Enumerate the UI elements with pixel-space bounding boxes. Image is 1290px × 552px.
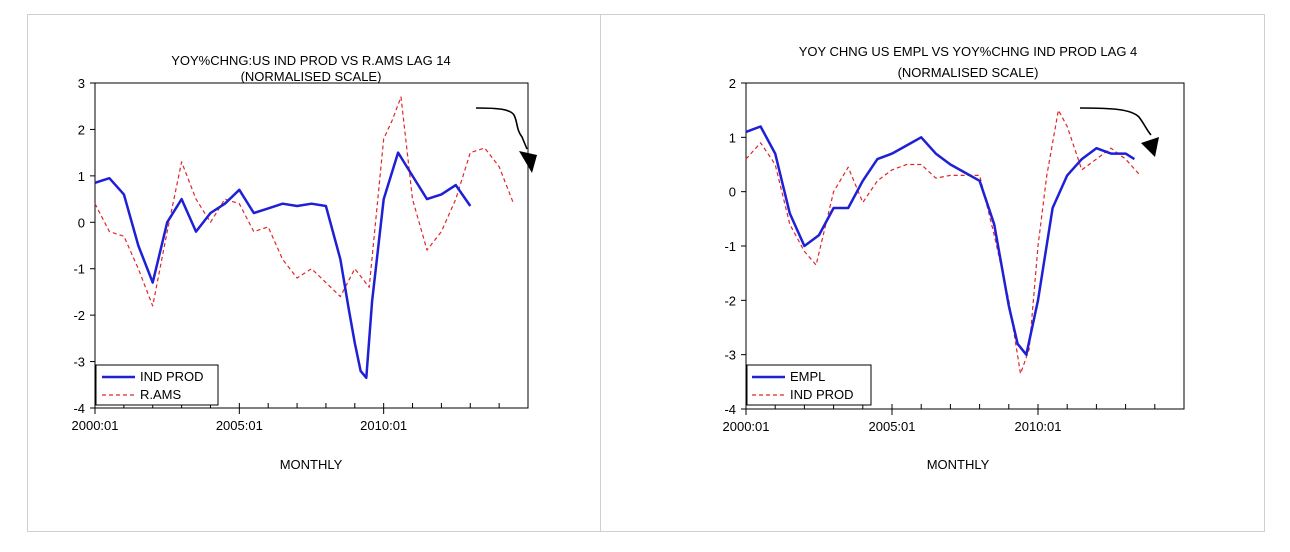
y-tick-label: 3 [78,76,85,91]
legend: IND PROD R.AMS [95,364,219,406]
x-tick-label: 2000:01 [723,419,770,434]
x-tick-label: 2005:01 [216,418,263,433]
legend-box [746,364,872,406]
x-axis-label: MONTHLY [927,457,990,472]
chart-panel-right: YOY CHNG US EMPL VS YOY%CHNG IND PROD LA… [601,15,1264,531]
panel-divider [600,15,601,531]
series-line-ind-prod [745,109,1141,375]
chart-panel-left: YOY%CHNG:US IND PROD VS R.AMS LAG 14 (NO… [28,15,600,531]
y-tick-label: 0 [78,215,85,230]
trend-arrow [475,107,537,173]
series-line-ind-prod [94,151,472,380]
legend-label-empl: EMPL [790,369,825,384]
y-tick-label: 2 [729,76,736,91]
legend-box [95,364,219,406]
y-tick-label: -2 [724,293,736,308]
x-tick-label: 2010:01 [1015,419,1062,434]
trend-arrow [1079,107,1159,157]
legend-label-ind-prod: IND PROD [140,369,204,384]
plot-frame [94,82,529,409]
plot-area: -4 -3 -2 -1 0 1 2 2000:01 2005:01 2010:01 [723,76,1185,434]
y-tick-label: 2 [78,122,85,137]
chart-right: YOY CHNG US EMPL VS YOY%CHNG IND PROD LA… [723,44,1185,472]
y-tick-label: -3 [724,348,736,363]
chart-title: YOY%CHNG:US IND PROD VS R.AMS LAG 14 [171,53,451,68]
chart-title: YOY CHNG US EMPL VS YOY%CHNG IND PROD LA… [799,44,1138,59]
y-tick-label: -1 [724,239,736,254]
y-tick-label: 1 [78,169,85,184]
y-tick-label: -1 [73,262,85,277]
y-tick-label: -4 [73,401,85,416]
legend-label-r-ams: R.AMS [140,387,182,402]
y-tick-label: 0 [729,185,736,200]
plot-area: -4 -3 -2 -1 0 1 2 3 2000:01 2005:01 2010:01 [72,76,529,433]
x-axis-label: MONTHLY [280,457,343,472]
x-tick-label: 2010:01 [360,418,407,433]
y-tick-label: -2 [73,308,85,323]
figure-frame [27,14,1265,532]
y-tick-label: 1 [729,130,736,145]
x-tick-label: 2000:01 [72,418,119,433]
legend-label-ind-prod: IND PROD [790,387,854,402]
y-tick-label: -3 [73,355,85,370]
x-tick-label: 2005:01 [869,419,916,434]
chart-subtitle: (NORMALISED SCALE) [898,65,1039,80]
chart-subtitle: (NORMALISED SCALE) [241,69,382,84]
plot-frame [745,82,1185,410]
series-line-r-ams [94,96,515,307]
chart-left: YOY%CHNG:US IND PROD VS R.AMS LAG 14 (NO… [72,53,537,472]
series-line-empl [745,125,1136,356]
legend: EMPL IND PROD [746,364,872,406]
y-tick-label: -4 [724,402,736,417]
